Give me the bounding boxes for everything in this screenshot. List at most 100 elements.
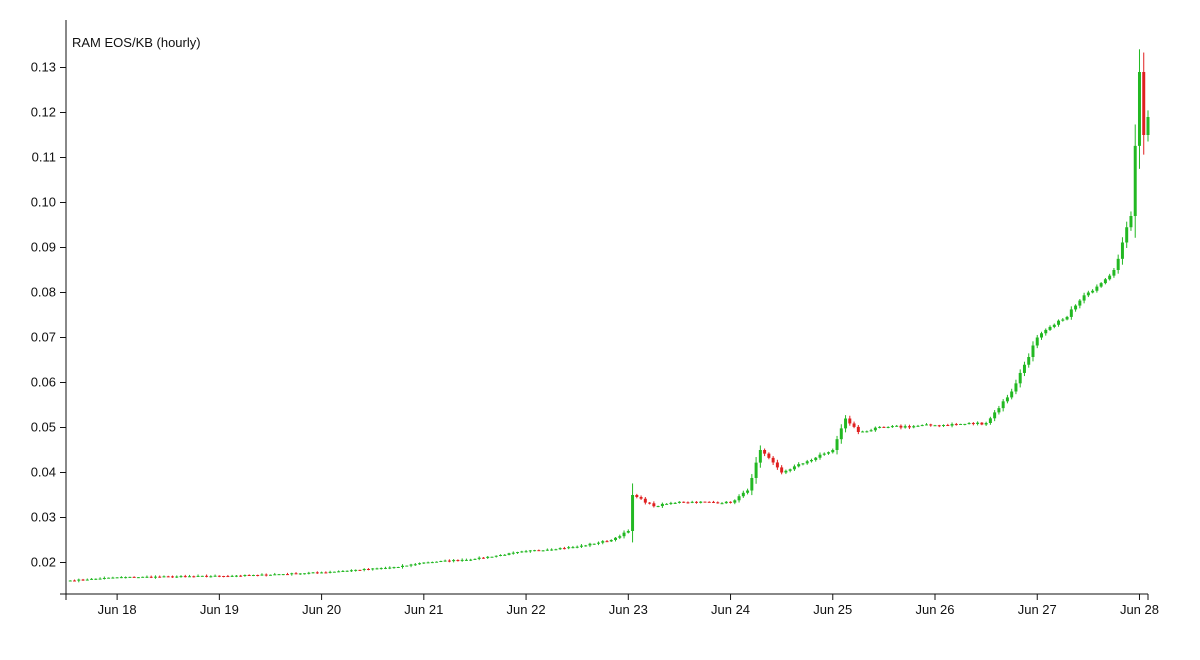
candle-body [379, 568, 383, 570]
candle [639, 495, 643, 500]
candle-body [822, 453, 826, 455]
y-tick-label: 0.12 [31, 105, 56, 120]
candle [1022, 361, 1026, 377]
candle-body [724, 501, 728, 504]
candle-body [264, 574, 268, 576]
candle-body [856, 426, 860, 432]
candle-body [963, 423, 967, 425]
candle-body [345, 570, 349, 572]
candle-body [277, 574, 281, 576]
candle [371, 568, 375, 571]
candle-body [362, 568, 366, 570]
candle [358, 569, 362, 571]
candle [281, 574, 285, 576]
candle [669, 501, 673, 505]
candle [920, 424, 924, 427]
candle-body [371, 568, 375, 570]
candle [814, 456, 818, 462]
candle [878, 426, 882, 429]
candle-body [234, 575, 238, 577]
candle [967, 422, 971, 425]
y-tick-label: 0.13 [31, 60, 56, 75]
candle-body [1040, 333, 1043, 338]
candle-body [844, 418, 848, 429]
candle [592, 543, 596, 545]
candle [797, 462, 801, 468]
candle [712, 500, 715, 504]
candle [115, 577, 119, 579]
candle [729, 501, 733, 504]
candle [179, 575, 183, 578]
candle-body [707, 501, 711, 503]
candle [937, 424, 941, 428]
candle-body [290, 573, 294, 575]
candle-body [703, 501, 707, 503]
candle [388, 566, 392, 570]
candle [959, 423, 963, 425]
candle-body [899, 425, 903, 428]
candle-body [426, 562, 430, 564]
candle-body [942, 425, 946, 427]
candle [605, 539, 609, 543]
candle [1142, 52, 1146, 155]
candle [503, 553, 507, 556]
candle [984, 421, 988, 426]
x-tick-label: Jun 27 [1018, 602, 1057, 617]
candle-body [579, 545, 583, 547]
candle-body [1022, 364, 1026, 373]
candle-body [81, 579, 85, 581]
candle [541, 550, 545, 552]
candle [73, 579, 77, 582]
candle [643, 497, 647, 505]
candle [648, 502, 652, 505]
candle [90, 578, 94, 580]
candle [124, 576, 128, 579]
candle [145, 575, 149, 578]
candle [1018, 369, 1022, 388]
candle [750, 474, 754, 496]
candle [520, 550, 524, 553]
candle-body [171, 576, 174, 578]
candle [1044, 328, 1048, 336]
candle-body [609, 540, 613, 542]
candle [537, 549, 541, 552]
candle-body [149, 576, 153, 578]
candle-body [217, 575, 221, 577]
candle [256, 574, 260, 577]
candle [567, 545, 571, 550]
candle [682, 501, 686, 503]
candle [963, 423, 967, 426]
y-tick-label: 0.07 [31, 330, 56, 345]
candle [132, 576, 136, 578]
candle [575, 545, 579, 549]
candle [562, 546, 566, 550]
candle-body [780, 467, 784, 473]
candle-body [686, 502, 690, 504]
candle [1061, 318, 1065, 322]
candle-body [226, 576, 230, 578]
candle [383, 566, 387, 570]
candle [801, 463, 805, 466]
candle [439, 560, 443, 563]
candle-body [797, 464, 801, 467]
candle [153, 575, 157, 579]
candle-body [145, 576, 149, 578]
candle [435, 561, 439, 563]
candle-body [303, 573, 307, 575]
candle-body [848, 418, 852, 424]
candle-body [865, 431, 869, 433]
candle [290, 572, 294, 576]
candle-body [1133, 145, 1137, 216]
candle-body [673, 502, 677, 504]
candle [324, 571, 328, 574]
candle [481, 557, 485, 559]
candle [980, 422, 984, 426]
candle [268, 574, 272, 576]
candle [924, 423, 928, 426]
candle-body [102, 577, 106, 579]
candle [954, 422, 958, 426]
candle [1125, 221, 1129, 248]
candle [890, 425, 894, 428]
candle-body [758, 450, 762, 463]
